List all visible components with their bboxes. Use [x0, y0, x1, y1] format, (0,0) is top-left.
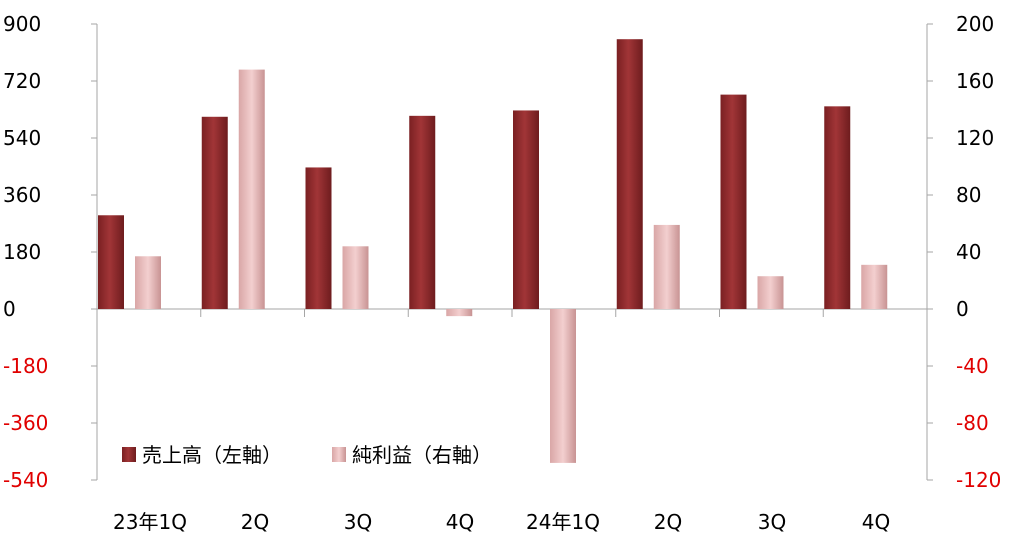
bar-sales [305, 167, 332, 309]
legend-label-profit: 純利益（右軸） [352, 443, 492, 467]
category-label: 23年1Q [113, 510, 187, 534]
bar-profit [238, 69, 265, 309]
bars [98, 39, 888, 463]
y-left-tick-label: -360 [3, 411, 48, 435]
bar-profit [342, 246, 369, 309]
y-right-tick-label: -120 [956, 468, 1001, 492]
category-label: 4Q [862, 510, 890, 534]
bar-profit [757, 276, 784, 309]
legend-label-sales: 売上高（左軸） [142, 443, 282, 467]
category-label: 3Q [344, 510, 372, 534]
bar-sales [513, 110, 539, 309]
category-label: 24年1Q [526, 510, 600, 534]
bar-profit [446, 309, 473, 317]
bar-sales [201, 116, 228, 310]
labels: 900 720 540 360 180 0 -180 -360 -540 200 160 120 80 4… [3, 12, 1001, 534]
legend-swatch-profit [332, 447, 346, 462]
legend: 売上高（左軸） 純利益（右軸） [122, 443, 492, 467]
bar-profit [861, 264, 888, 309]
y-left-tick-label: 0 [3, 297, 16, 321]
axes [91, 23, 933, 481]
bar-profit [550, 309, 576, 463]
y-left-tick-label: -180 [3, 354, 48, 378]
y-left-tick-label: 900 [3, 12, 41, 36]
bar-profit [135, 256, 161, 309]
category-label: 4Q [446, 510, 474, 534]
category-label: 2Q [654, 510, 682, 534]
y-right-tick-label: 200 [956, 12, 994, 36]
bar-profit [653, 224, 680, 309]
bar-sales [409, 115, 436, 309]
y-right-tick-label: -40 [956, 354, 989, 378]
y-left-tick-label: 540 [3, 126, 41, 150]
y-right-tick-label: 40 [956, 240, 981, 264]
y-right-tick-label: 120 [956, 126, 994, 150]
y-left-tick-label: -540 [3, 468, 48, 492]
legend-swatch-sales [122, 447, 136, 462]
y-left-tick-label: 360 [3, 183, 41, 207]
category-label: 2Q [241, 510, 269, 534]
bar-sales [616, 39, 643, 309]
y-right-tick-label: 80 [956, 183, 981, 207]
bar-sales [720, 94, 747, 309]
bar-sales [824, 106, 851, 309]
bar-sales [98, 215, 124, 309]
category-label: 3Q [758, 510, 786, 534]
y-left-tick-label: 180 [3, 240, 41, 264]
y-right-tick-label: 0 [956, 297, 969, 321]
y-right-tick-label: -80 [956, 411, 989, 435]
y-right-tick-label: 160 [956, 69, 994, 93]
y-left-tick-label: 720 [3, 69, 41, 93]
